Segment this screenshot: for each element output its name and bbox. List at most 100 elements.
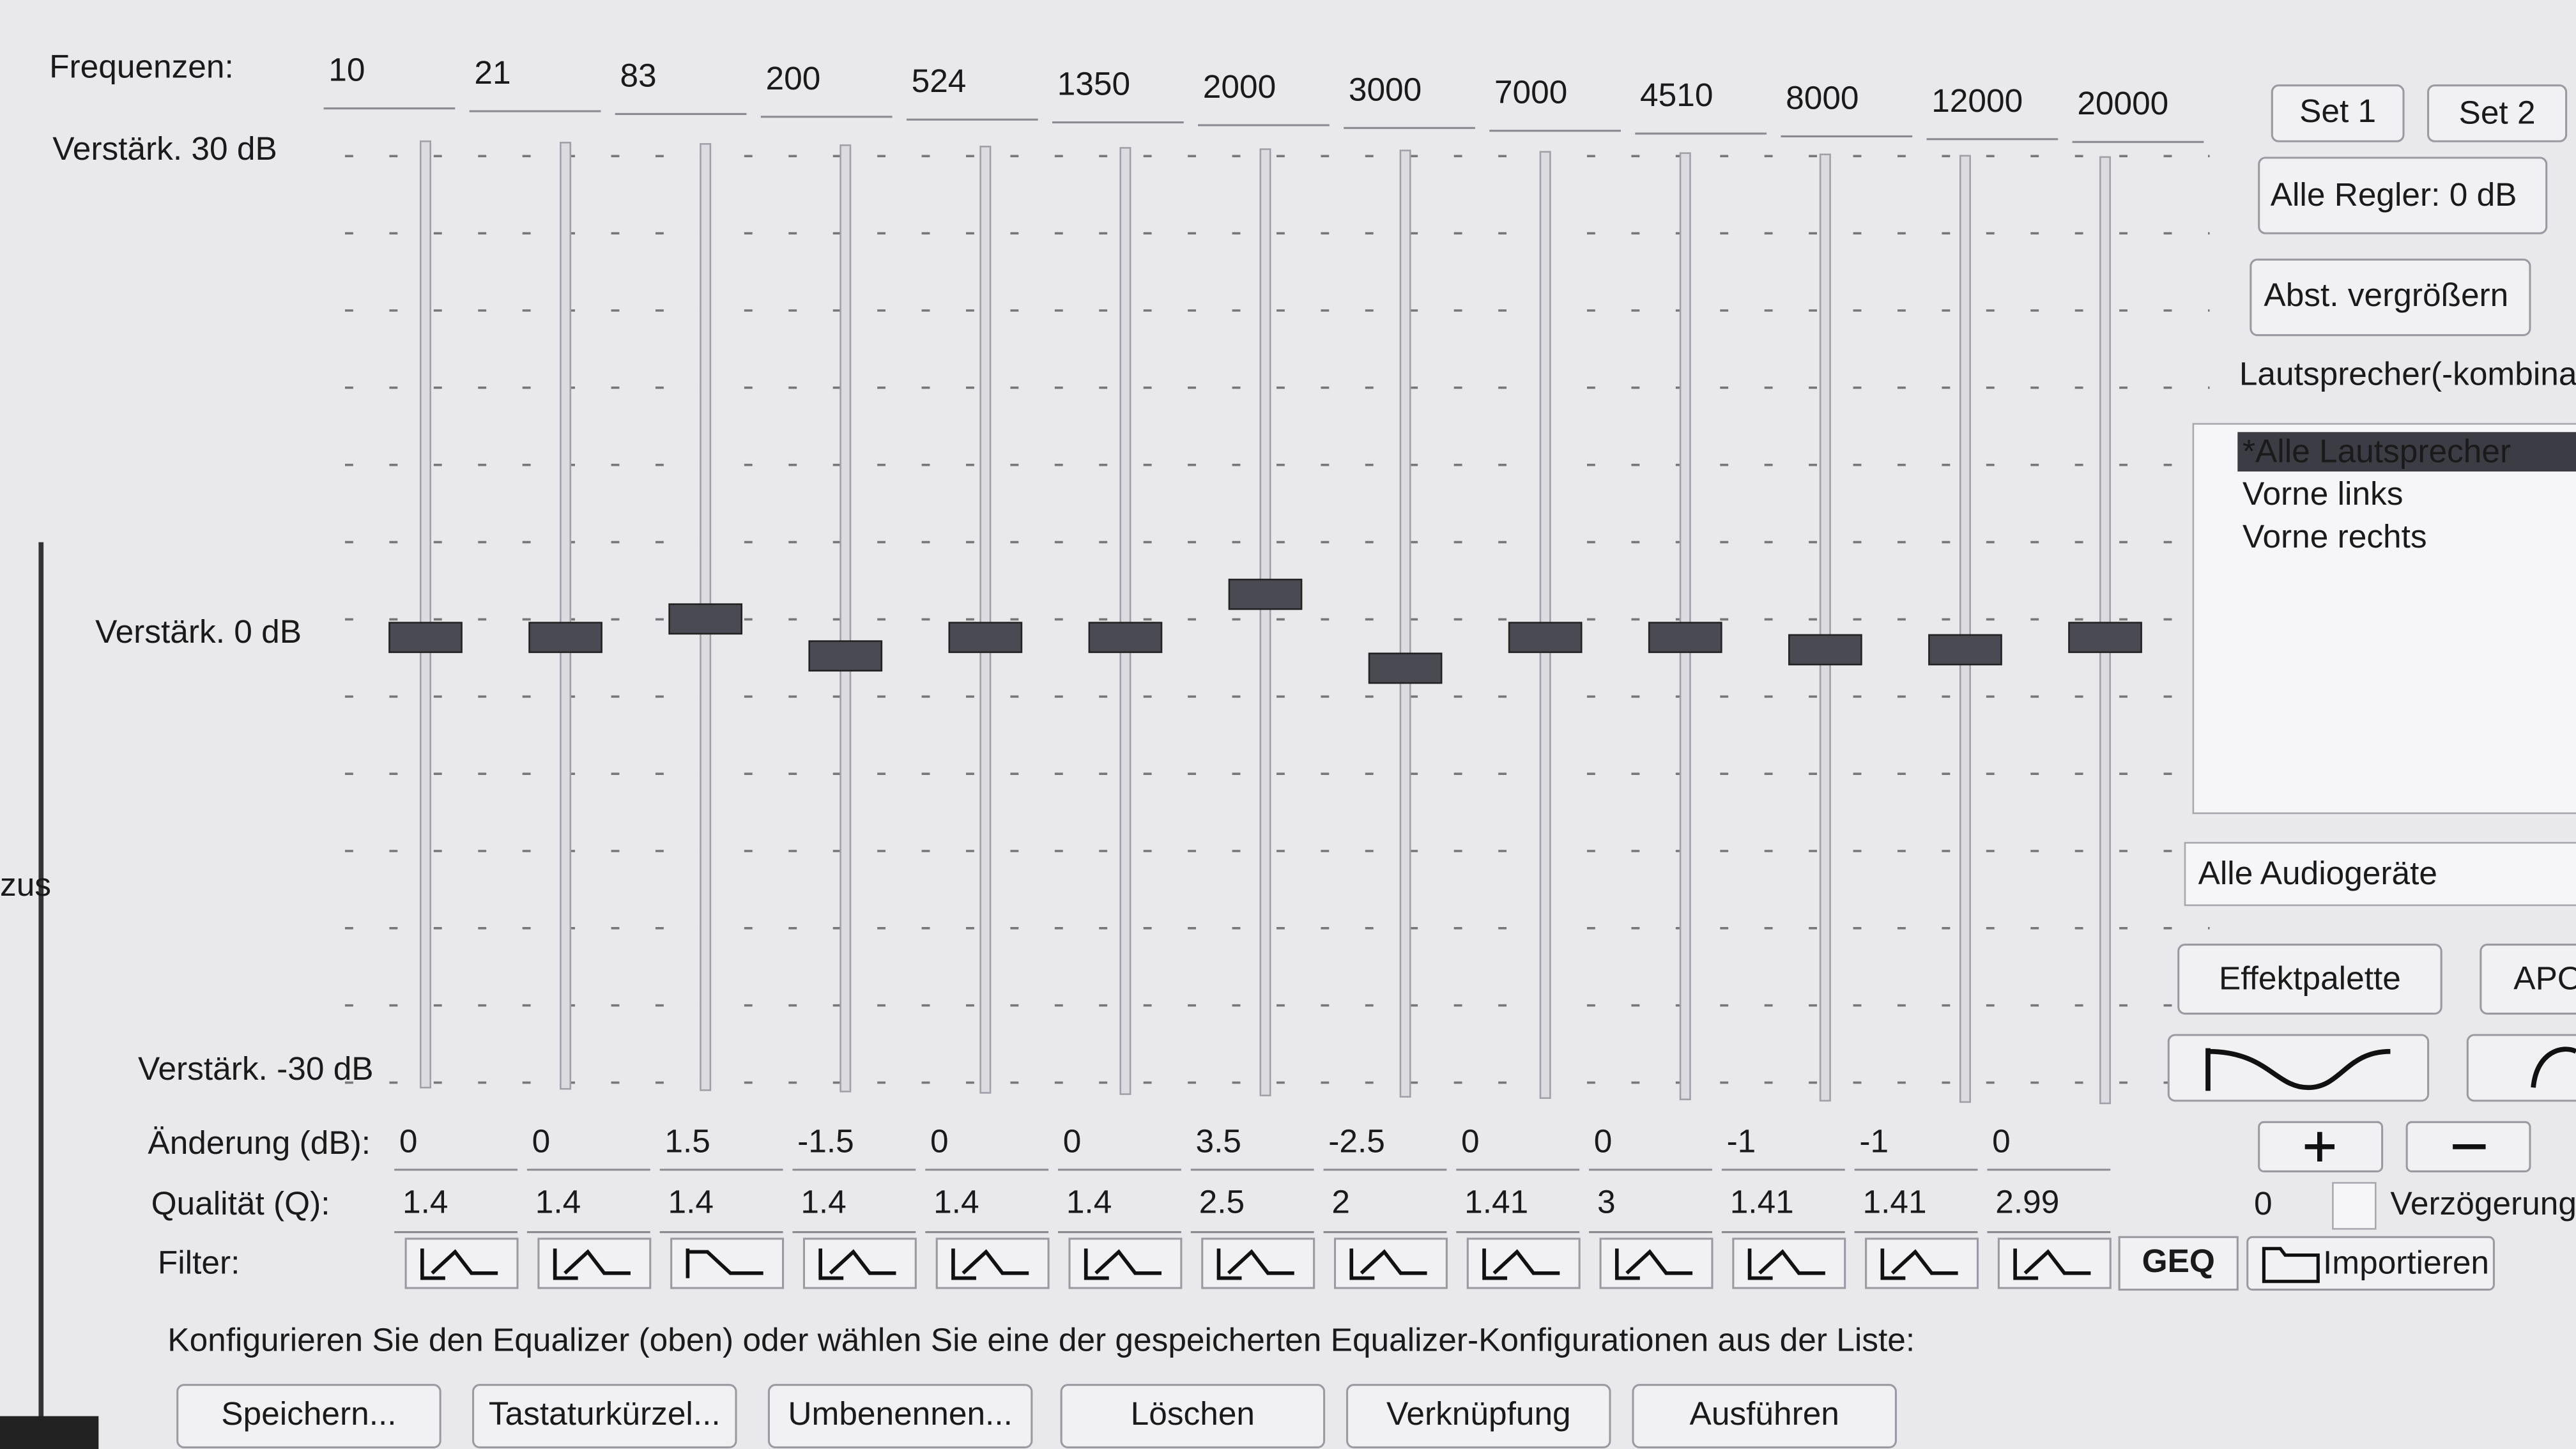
slider-thumb[interactable] [528, 622, 602, 654]
action-label: Löschen [1131, 1395, 1255, 1432]
frequency: 7000 [1494, 73, 1567, 111]
action-label: Umbenennen... [788, 1395, 1013, 1432]
change-value: 1.5 [664, 1122, 710, 1159]
speaker-item[interactable]: Vorne rechts [2242, 518, 2427, 555]
delay-label: Verzögerung [2390, 1184, 2576, 1222]
frequency: 4510 [1640, 76, 1713, 113]
speaker-items: *Alle Lautsprecher Vorne links Vorne recht… [2242, 432, 2511, 555]
frequency: 20000 [2077, 84, 2168, 121]
action-button[interactable] [1346, 1384, 1611, 1448]
palette-button[interactable] [2177, 944, 2442, 1015]
frequency: 21 [474, 54, 510, 91]
set1-label: Set 1 [2299, 92, 2376, 129]
quality-value: 3 [1597, 1183, 1616, 1220]
quality-value: 2.5 [1199, 1183, 1245, 1220]
filter-icon [1482, 1248, 1560, 1280]
apo-label: APO [2513, 960, 2576, 997]
filter-button[interactable] [670, 1238, 785, 1289]
enlarge-button[interactable] [2250, 258, 2531, 337]
frequencies-label: Frequenzen: [49, 48, 234, 85]
frequency: 12000 [1931, 82, 2023, 119]
change-label: Änderung (dB): [148, 1124, 371, 1161]
action-button[interactable] [1632, 1384, 1897, 1448]
filter-icon [1084, 1248, 1162, 1280]
filter-icon [553, 1248, 631, 1280]
quality-value: 1.4 [1066, 1183, 1112, 1220]
bands: 1001.42101.4831.51.4200-1.51.452401.4135… [323, 51, 2204, 1289]
reset-button[interactable] [2258, 157, 2548, 234]
set2-label: Set 2 [2459, 94, 2536, 131]
action-label: Ausführen [1690, 1395, 1839, 1432]
change-value: 0 [1461, 1122, 1480, 1159]
enlarge-label: Abst. vergrößern [2264, 276, 2508, 313]
set1-button[interactable] [2271, 84, 2405, 142]
action-button[interactable] [176, 1384, 441, 1448]
apo-button[interactable] [2480, 944, 2576, 1015]
speaker-item[interactable]: *Alle Lautsprecher [2242, 432, 2511, 469]
slider-thumb[interactable] [1368, 652, 1443, 684]
change-value: 0 [1594, 1122, 1613, 1159]
quality-value: 1.4 [801, 1183, 846, 1220]
filter-icon [1747, 1248, 1825, 1280]
delay-value: 0 [2254, 1184, 2273, 1222]
slider-track [1259, 148, 1271, 1096]
slider-thumb[interactable] [668, 603, 743, 635]
change-value: 0 [399, 1122, 418, 1159]
curve-icon [2205, 1048, 2391, 1091]
quality-value: 2.99 [1995, 1183, 2059, 1220]
import-label: Importieren [2323, 1244, 2489, 1281]
change-value: 0 [1063, 1122, 1082, 1159]
slider-thumb[interactable] [1508, 622, 1583, 654]
quality-label: Qualität (Q): [151, 1184, 330, 1222]
geq-label: GEQ [2142, 1242, 2215, 1279]
slider-thumb[interactable] [1088, 622, 1163, 654]
curve-button[interactable] [2167, 1034, 2430, 1102]
filter-icon [420, 1248, 498, 1280]
curve-icon-2 [2531, 1046, 2576, 1088]
change-value: -1.5 [797, 1122, 854, 1159]
slider-track [1959, 155, 1971, 1103]
frequency: 2000 [1203, 68, 1276, 105]
gain-top-label: Verstärk. 30 dB [52, 130, 277, 167]
filter-icon [686, 1248, 763, 1278]
slider-thumb[interactable] [1648, 622, 1722, 654]
delay-spinner[interactable] [2332, 1182, 2377, 1230]
filter-icon [1880, 1248, 1958, 1280]
devices-select[interactable] [2184, 841, 2576, 907]
speaker-selection [2237, 432, 2576, 471]
cut-text: zus [0, 866, 51, 903]
slider-thumb[interactable] [388, 622, 463, 654]
action-label: Verknüpfung [1386, 1395, 1571, 1432]
filter-icon [951, 1248, 1029, 1280]
slider-thumb[interactable] [1928, 634, 2002, 666]
slider-track [1119, 147, 1131, 1095]
geq-button[interactable] [2118, 1236, 2239, 1291]
quality-value: 1.41 [1464, 1183, 1528, 1220]
quality-value: 1.41 [1862, 1183, 1926, 1220]
slider-track [1399, 150, 1411, 1098]
change-value: 3.5 [1195, 1122, 1241, 1159]
slider-thumb[interactable] [2068, 622, 2142, 654]
frequency: 524 [912, 62, 967, 99]
tick-grid [345, 155, 2210, 1084]
slider-thumb[interactable] [1228, 578, 1303, 610]
slider-track [420, 140, 431, 1089]
action-button[interactable] [472, 1384, 737, 1448]
speaker-item[interactable]: Vorne links [2242, 475, 2403, 512]
action-button[interactable] [1060, 1384, 1326, 1448]
slider-thumb[interactable] [948, 622, 1023, 654]
change-value: -1 [1727, 1122, 1756, 1159]
action-label: Tastaturkürzel... [489, 1395, 721, 1432]
import-button[interactable] [2246, 1236, 2495, 1291]
quality-value: 1.4 [933, 1183, 979, 1220]
slider-track [560, 141, 572, 1090]
set2-button[interactable] [2427, 84, 2568, 142]
frequency: 1350 [1057, 65, 1130, 102]
slider-thumb[interactable] [1788, 634, 1862, 666]
slider-thumb[interactable] [808, 640, 883, 672]
devices-label: Alle Audiogeräte [2198, 854, 2437, 891]
action-button[interactable] [767, 1384, 1033, 1448]
change-value: 0 [930, 1122, 949, 1159]
curve-button-2[interactable] [2466, 1034, 2576, 1102]
